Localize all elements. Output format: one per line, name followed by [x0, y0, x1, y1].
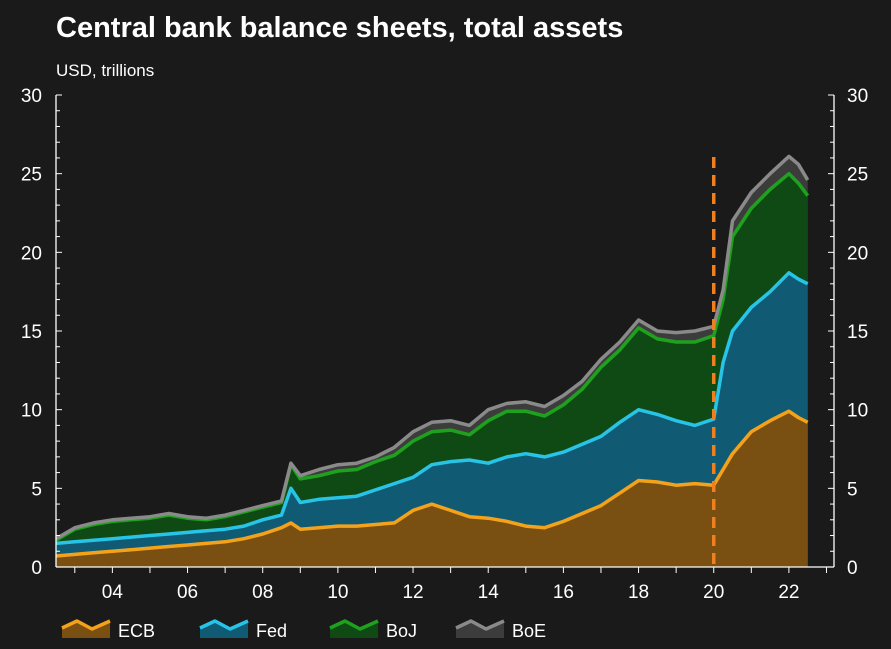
x-tick-label: 16	[553, 582, 574, 603]
chart-subtitle: USD, trillions	[56, 61, 155, 80]
y-tick-label-right: 25	[847, 165, 868, 186]
legend-swatch-boe	[456, 621, 504, 638]
series-line-boe	[55, 154, 810, 541]
legend-label-boe: BoE	[512, 621, 546, 641]
legend-item-ecb: ECB	[61, 619, 155, 641]
legend-label-fed: Fed	[256, 621, 287, 641]
legend-swatch-boj	[330, 621, 378, 638]
series-line-fed	[55, 271, 809, 546]
x-tick-label: 20	[703, 582, 724, 603]
legend-line-boj	[329, 619, 379, 631]
legend-label-ecb: ECB	[118, 621, 155, 641]
legend-item-boe: BoE	[455, 619, 546, 641]
y-tick-label-right: 10	[847, 401, 868, 422]
y-tick-label-right: 5	[847, 479, 858, 500]
chart-legend: ECB Fed BoJ BoE	[61, 619, 546, 641]
y-tick-label-right: 0	[847, 558, 858, 579]
legend-swatch-ecb	[62, 621, 110, 638]
legend-item-boj: BoJ	[329, 619, 417, 641]
x-tick-label: 18	[628, 582, 649, 603]
chart-areas	[55, 154, 810, 567]
x-tick-label: 22	[778, 582, 799, 603]
y-tick-label-right: 15	[847, 322, 868, 343]
chart-axes: 0 0 5 5 10 10 15 15 20 20 25 25 30 30 04 06 08 10 12 14 16 18…	[21, 86, 868, 603]
x-tick-label: 14	[478, 582, 500, 603]
legend-line-fed	[199, 619, 249, 631]
x-tick-label: 06	[177, 582, 198, 603]
x-tick-label: 08	[252, 582, 273, 603]
y-tick-label-left: 10	[21, 401, 42, 422]
series-line-ecb	[55, 409, 809, 558]
y-tick-label-left: 30	[21, 86, 42, 107]
y-tick-label-left: 25	[21, 165, 42, 186]
y-tick-label-left: 20	[21, 243, 42, 264]
y-tick-label-left: 15	[21, 322, 42, 343]
y-tick-label-left: 5	[31, 479, 42, 500]
x-tick-label: 10	[327, 582, 348, 603]
x-tick-label: 04	[102, 582, 124, 603]
y-tick-label-right: 30	[847, 86, 868, 107]
area-ecb	[56, 411, 808, 567]
y-tick-label-left: 0	[31, 558, 42, 579]
legend-item-fed: Fed	[199, 619, 287, 641]
legend-line-ecb	[61, 619, 111, 631]
legend-line-boe	[455, 619, 505, 631]
legend-label-boj: BoJ	[386, 621, 417, 641]
y-tick-label-right: 20	[847, 243, 868, 264]
legend-swatch-fed	[200, 621, 248, 638]
chart-title: Central bank balance sheets, total asset…	[56, 12, 624, 44]
x-tick-label: 12	[402, 582, 423, 603]
